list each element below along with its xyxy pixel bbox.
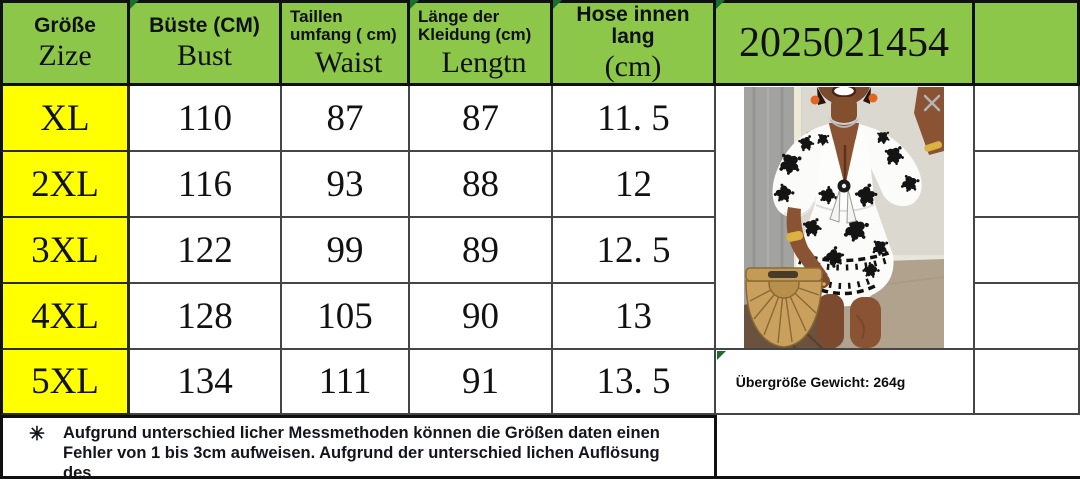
value-cell: 116 bbox=[130, 152, 282, 218]
weight-label: Übergröße Gewicht: 264g bbox=[716, 350, 975, 415]
header-size-en: Zize bbox=[38, 39, 92, 73]
header-bust-de: Büste (CM) bbox=[149, 13, 260, 37]
header-size-de: Größe bbox=[34, 13, 96, 37]
value-cell: 99 bbox=[282, 218, 410, 284]
tie-knot bbox=[829, 179, 857, 224]
corner-marker bbox=[410, 0, 419, 9]
gold-watch bbox=[786, 230, 804, 242]
empty-cell bbox=[975, 152, 1080, 218]
header-inseam-de: Hose innen lang bbox=[576, 2, 690, 48]
value-cell: 91 bbox=[410, 350, 553, 415]
header-bust-en: Bust bbox=[176, 39, 233, 73]
value-cell: 90 bbox=[410, 284, 553, 350]
value-cell: 122 bbox=[130, 218, 282, 284]
empty-cell bbox=[975, 284, 1080, 350]
corner-marker bbox=[553, 0, 562, 9]
header-length: Länge der Kleidung (cm) Lengtn bbox=[410, 0, 553, 86]
value-cell: 110 bbox=[130, 86, 282, 152]
value-cell: 134 bbox=[130, 350, 282, 415]
empty-cell bbox=[975, 350, 1080, 415]
value-cell: 88 bbox=[410, 152, 553, 218]
disclaimer-item: ✳ Aufgrund unterschied licher Messmethod… bbox=[11, 423, 706, 483]
value-cell: 13 bbox=[553, 284, 716, 350]
asterisk-marker: ✳ bbox=[29, 424, 45, 445]
disclaimer-text: Aufgrund unterschied licher Messmethoden… bbox=[63, 424, 660, 483]
value-cell: 93 bbox=[282, 152, 410, 218]
product-code: 2025021454 bbox=[739, 20, 949, 66]
close-icon[interactable] bbox=[923, 94, 941, 112]
value-cell: 105 bbox=[282, 284, 410, 350]
empty-cell bbox=[975, 218, 1080, 284]
corner-marker bbox=[130, 0, 139, 9]
value-cell: 13. 5 bbox=[553, 350, 716, 415]
header-inseam: Hose innen lang (cm) bbox=[553, 0, 716, 86]
value-cell: 89 bbox=[410, 218, 553, 284]
size-cell-2xl: 2XL bbox=[0, 152, 130, 218]
header-waist-en: Waist bbox=[314, 45, 383, 79]
value-cell: 12. 5 bbox=[553, 218, 716, 284]
corner-marker bbox=[716, 0, 725, 9]
header-product-code: 2025021454 bbox=[716, 0, 975, 86]
header-waist: Taillen umfang ( cm) Waist bbox=[282, 0, 410, 86]
bottom-border-line bbox=[717, 476, 1080, 479]
value-cell: 11. 5 bbox=[553, 86, 716, 152]
product-photo bbox=[744, 87, 944, 348]
size-table: Größe Zize Büste (CM) Bust Taillen umfan… bbox=[0, 0, 1080, 415]
size-cell-5xl: 5XL bbox=[0, 350, 130, 415]
header-length-de: Länge der Kleidung (cm) bbox=[418, 7, 532, 44]
size-cell-4xl: 4XL bbox=[0, 284, 130, 350]
value-cell: 87 bbox=[282, 86, 410, 152]
empty-cell bbox=[975, 86, 1080, 152]
wooden-arc-bag bbox=[745, 267, 823, 348]
value-cell: 12 bbox=[553, 152, 716, 218]
value-cell: 128 bbox=[130, 284, 282, 350]
value-cell: 87 bbox=[410, 86, 553, 152]
header-waist-de: Taillen umfang ( cm) bbox=[290, 7, 397, 44]
size-cell-3xl: 3XL bbox=[0, 218, 130, 284]
header-size: Größe Zize bbox=[0, 0, 130, 86]
header-bust: Büste (CM) Bust bbox=[130, 0, 282, 86]
product-photo-cell bbox=[716, 86, 975, 350]
corner-marker bbox=[717, 351, 726, 360]
disclaimer-box: ✳ Aufgrund unterschied licher Messmethod… bbox=[0, 415, 717, 482]
size-cell-xl: XL bbox=[0, 86, 130, 152]
value-cell: 111 bbox=[282, 350, 410, 415]
header-inseam-en: (cm) bbox=[604, 50, 662, 84]
header-length-en: Lengtn bbox=[441, 45, 527, 79]
header-empty bbox=[975, 0, 1080, 86]
